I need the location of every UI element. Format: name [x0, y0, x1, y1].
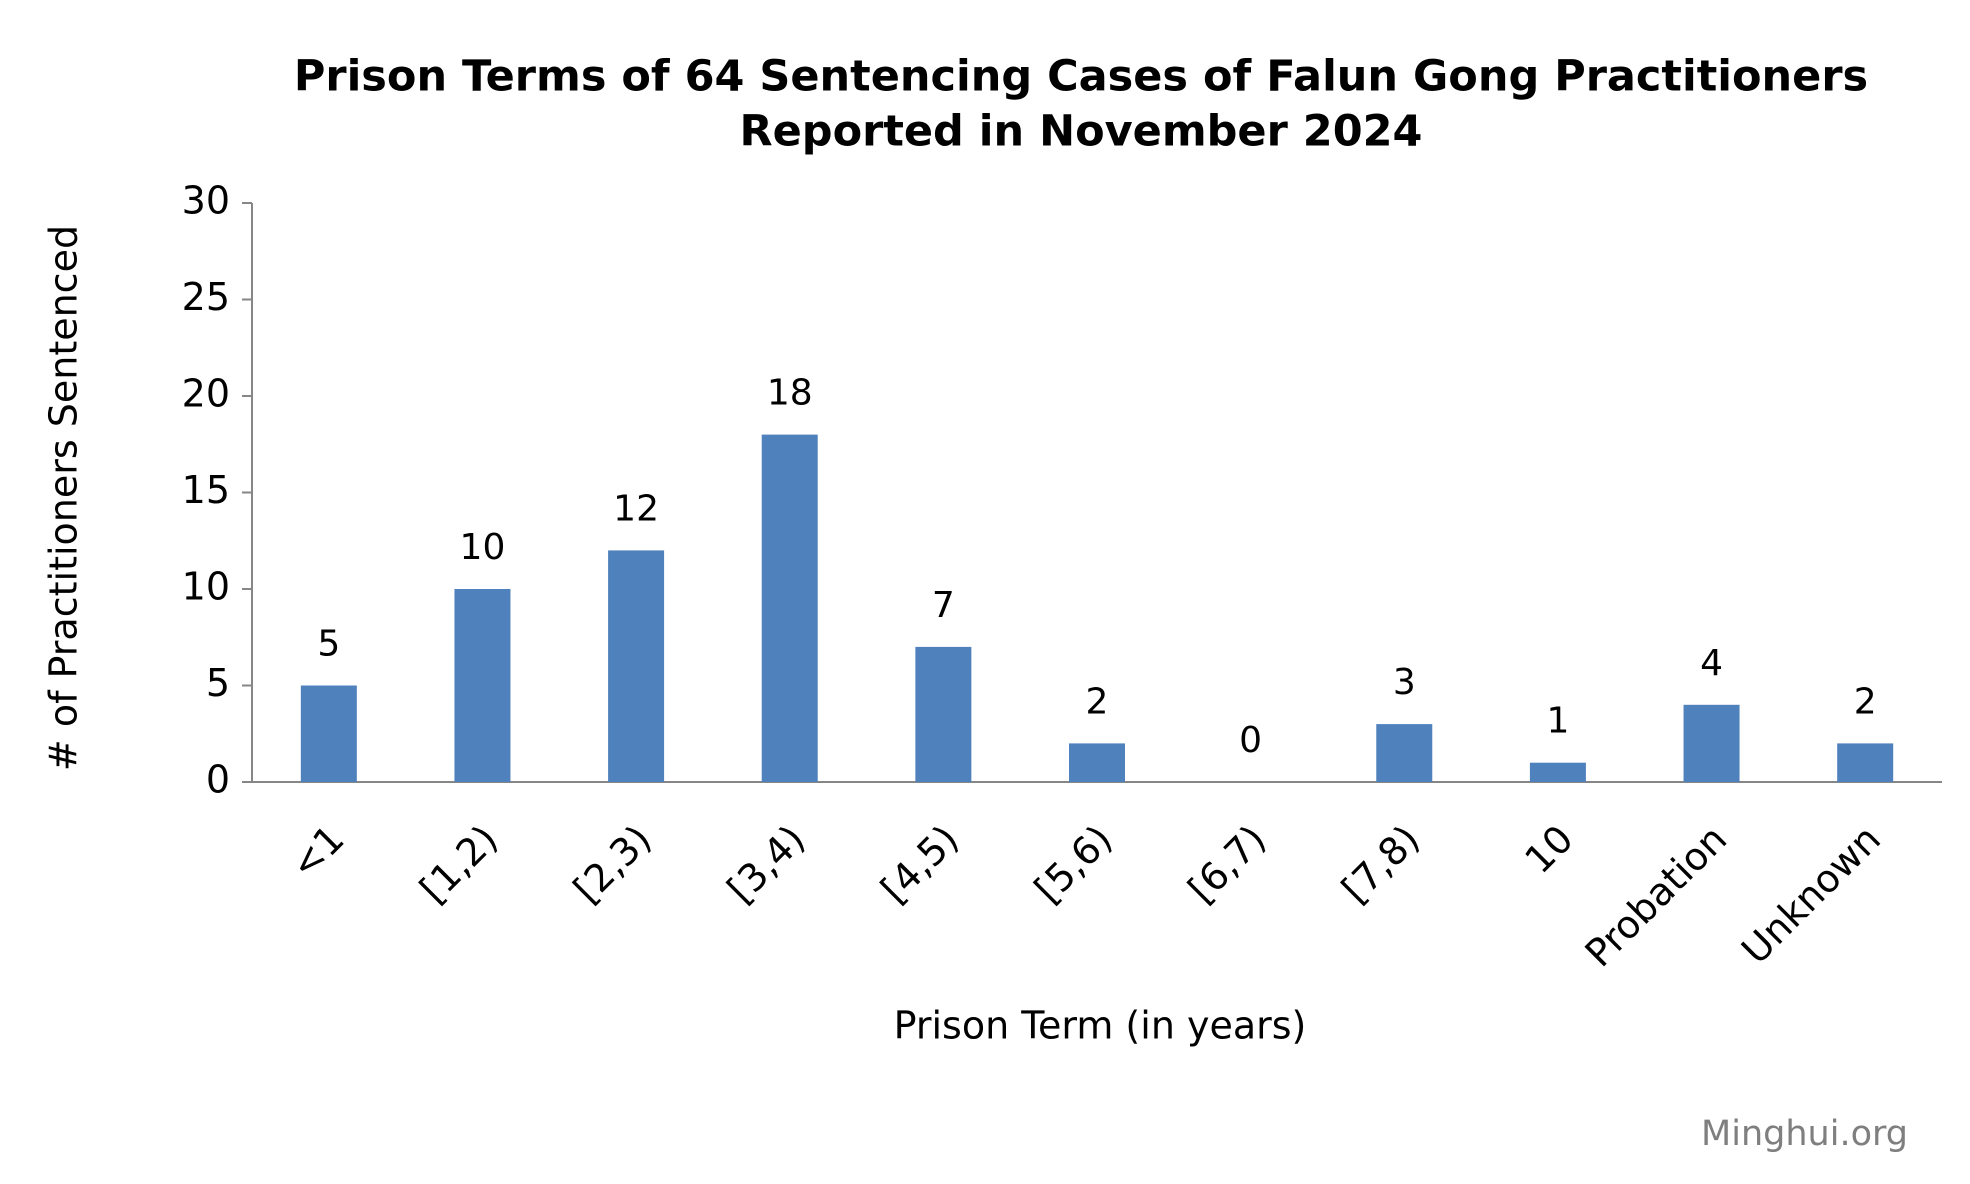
bar — [1837, 743, 1894, 782]
x-tick-label: Probation — [1577, 817, 1736, 976]
x-tick-label: [7,8) — [1333, 817, 1428, 912]
y-tick-label: 30 — [182, 179, 230, 223]
bar — [1683, 704, 1740, 782]
x-tick-label: [5,6) — [1026, 817, 1121, 912]
y-axis-label: # of Practitioners Sentenced — [42, 225, 86, 771]
chart-title: Prison Terms of 64 Sentencing Cases of F… — [294, 52, 1868, 102]
x-tick-label: [6,7) — [1180, 817, 1275, 912]
data-label: 7 — [932, 585, 955, 626]
bar — [454, 589, 511, 782]
data-label: 5 — [317, 624, 340, 665]
data-label: 3 — [1393, 662, 1416, 703]
y-tick-label: 15 — [182, 468, 230, 512]
bar — [761, 434, 818, 782]
bar — [1069, 743, 1125, 782]
x-tick-label: 10 — [1516, 817, 1581, 882]
data-label: 0 — [1239, 720, 1262, 761]
x-axis-label: Prison Term (in years) — [894, 1004, 1307, 1048]
bar — [1376, 724, 1433, 782]
data-label: 10 — [460, 527, 506, 568]
y-tick-label: 0 — [206, 758, 230, 802]
bar — [1529, 762, 1586, 782]
x-tick-label: [3,4) — [719, 817, 814, 912]
source-label: Minghui.org — [1701, 1114, 1908, 1154]
data-label: 12 — [613, 488, 659, 529]
y-tick-label: 5 — [206, 661, 230, 705]
bar — [300, 685, 357, 782]
x-tick-label: [4,5) — [872, 817, 967, 912]
data-label: 18 — [767, 373, 813, 414]
y-tick-label: 20 — [182, 372, 230, 416]
x-tick-label: [2,3) — [565, 817, 660, 912]
x-tick-label: Unknown — [1733, 817, 1889, 973]
data-label: 4 — [1700, 643, 1723, 684]
x-tick-label: [1,2) — [411, 817, 506, 912]
bar — [608, 550, 665, 782]
data-label: 2 — [1854, 681, 1877, 722]
chart-title: Reported in November 2024 — [740, 107, 1423, 157]
data-label: 2 — [1086, 681, 1109, 722]
data-label: 1 — [1546, 701, 1569, 742]
y-tick-label: 10 — [182, 565, 230, 609]
x-tick-label: <1 — [282, 817, 353, 888]
bar — [915, 646, 972, 782]
y-tick-label: 25 — [182, 275, 230, 319]
